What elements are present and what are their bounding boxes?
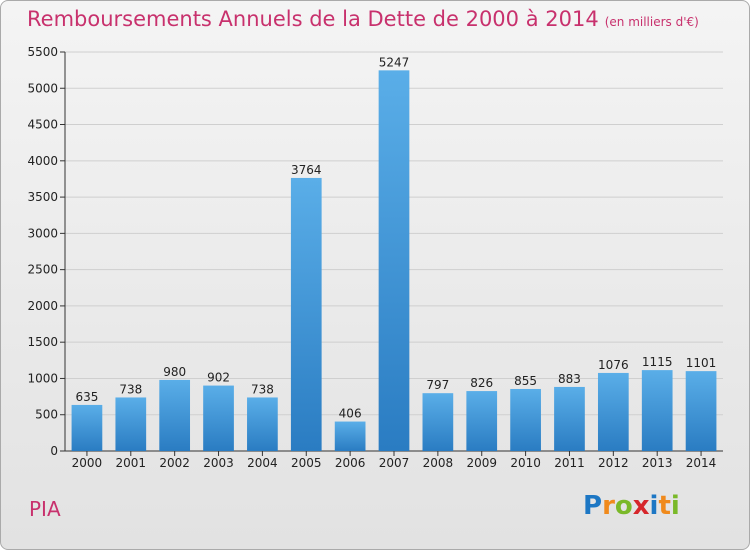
x-tick-label: 2013 bbox=[642, 456, 673, 470]
chart-title: Remboursements Annuels de la Dette de 20… bbox=[27, 7, 699, 31]
chart-subtitle: (en milliers d'€) bbox=[604, 15, 699, 29]
logo-letter: o bbox=[614, 491, 633, 521]
y-tick-label: 1000 bbox=[27, 371, 58, 385]
data-label: 738 bbox=[119, 382, 142, 396]
data-label: 738 bbox=[251, 382, 274, 396]
bar-2005 bbox=[290, 177, 322, 451]
bar-2010 bbox=[510, 388, 541, 451]
axes: 0 500 1000 1500 2000 2500 3000 3500 4000 4500 5000… bbox=[27, 45, 723, 470]
y-tick-label: 4500 bbox=[27, 118, 58, 132]
bar-2002 bbox=[159, 379, 191, 451]
data-label: 855 bbox=[514, 374, 537, 388]
x-tick-label: 2007 bbox=[379, 456, 410, 470]
bar-2007 bbox=[378, 70, 410, 451]
y-tick-label: 4000 bbox=[27, 154, 58, 168]
bar-2003 bbox=[203, 385, 234, 451]
x-tick-label: 2014 bbox=[686, 456, 717, 470]
x-tick-label: 2005 bbox=[291, 456, 322, 470]
bar-2009 bbox=[466, 391, 498, 451]
data-label: 635 bbox=[75, 390, 98, 404]
proxiti-logo: Proxiti bbox=[583, 491, 680, 521]
logo-letter: i bbox=[649, 491, 659, 521]
x-tick-label: 2001 bbox=[116, 456, 147, 470]
y-tick-label: 5000 bbox=[27, 81, 58, 95]
bar-2014 bbox=[685, 371, 717, 451]
commune-name: PIA bbox=[29, 497, 61, 521]
logo-letter: r bbox=[602, 491, 615, 521]
data-label: 797 bbox=[426, 378, 449, 392]
data-label: 1115 bbox=[642, 355, 673, 369]
bars bbox=[71, 70, 717, 451]
data-labels: 635 738 980 902 738 3764 406 5247 797 826 855 883 10… bbox=[75, 55, 716, 420]
x-tick-label: 2011 bbox=[554, 456, 585, 470]
y-tick-label: 500 bbox=[35, 408, 58, 422]
data-label: 883 bbox=[558, 372, 581, 386]
y-tick-label: 1500 bbox=[27, 335, 58, 349]
bar-2006 bbox=[334, 421, 366, 451]
data-label: 5247 bbox=[379, 55, 410, 69]
y-tick-label: 2500 bbox=[27, 263, 58, 277]
bar-2000 bbox=[71, 404, 103, 451]
logo-letter: i bbox=[670, 491, 680, 521]
bar-2004 bbox=[247, 397, 278, 451]
x-tick-label: 2012 bbox=[598, 456, 629, 470]
y-tick-label: 0 bbox=[50, 444, 58, 458]
bar-2008 bbox=[422, 393, 454, 451]
logo-letter: x bbox=[632, 491, 650, 521]
data-label: 902 bbox=[207, 371, 230, 385]
data-label: 3764 bbox=[291, 163, 322, 177]
y-tick-label: 2000 bbox=[27, 299, 58, 313]
data-label: 826 bbox=[470, 376, 493, 390]
x-tick-label: 2010 bbox=[510, 456, 541, 470]
data-label: 1101 bbox=[686, 356, 717, 370]
x-tick-label: 2002 bbox=[159, 456, 190, 470]
x-tick-label: 2004 bbox=[247, 456, 278, 470]
logo-letter: t bbox=[658, 491, 671, 521]
data-label: 406 bbox=[339, 407, 362, 421]
y-tick-label: 3000 bbox=[27, 226, 58, 240]
data-label: 1076 bbox=[598, 358, 629, 372]
bar-2001 bbox=[115, 397, 147, 451]
x-tick-label: 2006 bbox=[335, 456, 366, 470]
y-tick-label: 5500 bbox=[27, 45, 58, 59]
bar-2012 bbox=[597, 372, 629, 451]
logo-letter: P bbox=[583, 491, 603, 521]
bar-2013 bbox=[641, 370, 673, 451]
title-text: Remboursements Annuels de la Dette de 20… bbox=[27, 7, 599, 31]
bar-2011 bbox=[554, 386, 585, 451]
x-tick-label: 2009 bbox=[466, 456, 497, 470]
x-tick-label: 2003 bbox=[203, 456, 234, 470]
data-label: 980 bbox=[163, 365, 186, 379]
x-tick-label: 2008 bbox=[423, 456, 454, 470]
y-tick-label: 3500 bbox=[27, 190, 58, 204]
x-tick-label: 2000 bbox=[72, 456, 103, 470]
